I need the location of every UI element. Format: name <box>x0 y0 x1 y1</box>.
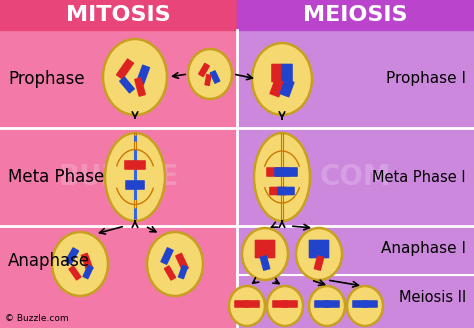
Ellipse shape <box>296 228 342 280</box>
FancyBboxPatch shape <box>65 247 79 265</box>
Text: Prophase I: Prophase I <box>386 72 466 87</box>
FancyBboxPatch shape <box>234 300 250 308</box>
FancyBboxPatch shape <box>309 240 319 258</box>
FancyBboxPatch shape <box>352 300 368 308</box>
Text: MEIOSIS: MEIOSIS <box>303 5 408 25</box>
FancyBboxPatch shape <box>271 64 283 82</box>
Text: Meiosis II: Meiosis II <box>399 291 466 305</box>
Text: Anaphase I: Anaphase I <box>381 241 466 256</box>
Text: Prophase: Prophase <box>8 70 85 88</box>
Text: BUZZLE: BUZZLE <box>58 163 179 191</box>
FancyBboxPatch shape <box>82 265 94 279</box>
Text: Anaphase: Anaphase <box>8 252 90 270</box>
FancyBboxPatch shape <box>324 300 340 308</box>
FancyBboxPatch shape <box>314 255 324 271</box>
FancyBboxPatch shape <box>204 74 212 86</box>
Ellipse shape <box>147 232 203 296</box>
FancyBboxPatch shape <box>362 300 378 308</box>
Text: MITOSIS: MITOSIS <box>66 5 171 25</box>
FancyBboxPatch shape <box>68 265 82 280</box>
FancyBboxPatch shape <box>125 180 145 190</box>
Ellipse shape <box>347 286 383 326</box>
FancyBboxPatch shape <box>277 187 295 195</box>
Text: COM: COM <box>320 163 391 191</box>
Ellipse shape <box>188 49 232 99</box>
Text: Meta Phase I: Meta Phase I <box>373 170 466 184</box>
FancyBboxPatch shape <box>282 300 298 308</box>
FancyBboxPatch shape <box>210 70 220 84</box>
Ellipse shape <box>267 286 303 326</box>
Bar <box>237 0 474 30</box>
Ellipse shape <box>105 133 165 221</box>
FancyBboxPatch shape <box>314 300 330 308</box>
FancyBboxPatch shape <box>260 255 270 271</box>
FancyBboxPatch shape <box>136 65 150 86</box>
FancyBboxPatch shape <box>175 253 189 271</box>
Bar <box>0 30 237 328</box>
Ellipse shape <box>309 286 345 326</box>
Text: © Buzzle.com: © Buzzle.com <box>5 314 69 323</box>
FancyBboxPatch shape <box>269 79 284 97</box>
FancyBboxPatch shape <box>264 240 275 258</box>
FancyBboxPatch shape <box>164 265 176 281</box>
FancyBboxPatch shape <box>116 58 134 80</box>
Ellipse shape <box>229 286 265 326</box>
Bar <box>0 0 237 30</box>
Ellipse shape <box>103 39 167 115</box>
Bar <box>237 30 474 328</box>
FancyBboxPatch shape <box>244 300 260 308</box>
Ellipse shape <box>254 133 310 221</box>
FancyBboxPatch shape <box>255 240 265 258</box>
FancyBboxPatch shape <box>198 63 210 77</box>
FancyBboxPatch shape <box>269 187 287 195</box>
FancyBboxPatch shape <box>272 300 288 308</box>
FancyBboxPatch shape <box>281 64 293 82</box>
Ellipse shape <box>242 228 288 280</box>
FancyBboxPatch shape <box>81 253 93 271</box>
FancyBboxPatch shape <box>274 167 298 177</box>
FancyBboxPatch shape <box>124 160 146 170</box>
FancyBboxPatch shape <box>178 265 188 279</box>
FancyBboxPatch shape <box>119 76 135 93</box>
Ellipse shape <box>52 232 108 296</box>
FancyBboxPatch shape <box>279 79 295 97</box>
FancyBboxPatch shape <box>134 77 146 97</box>
Ellipse shape <box>252 43 312 115</box>
Text: Meta Phase: Meta Phase <box>8 168 104 186</box>
FancyBboxPatch shape <box>160 247 174 265</box>
FancyBboxPatch shape <box>266 167 290 177</box>
FancyBboxPatch shape <box>319 240 329 258</box>
